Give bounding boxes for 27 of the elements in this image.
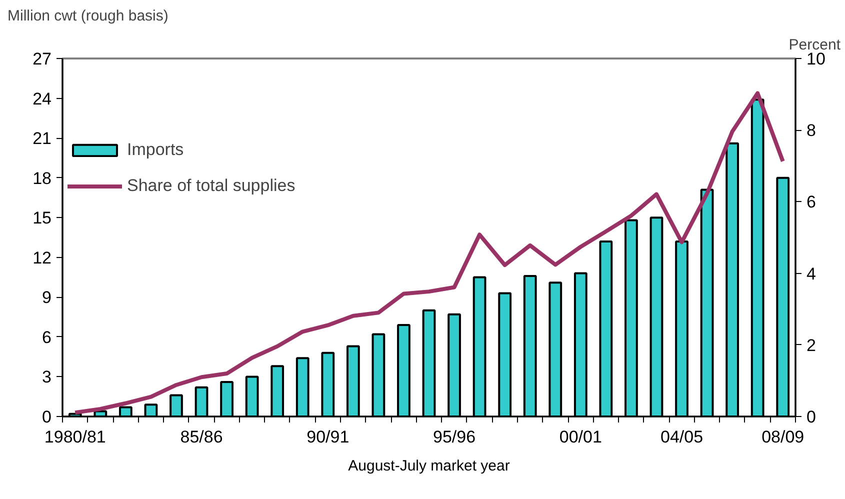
y-tick-label: 24 bbox=[32, 89, 52, 108]
y-tick-label: 21 bbox=[32, 129, 52, 148]
y-tick-label: 15 bbox=[32, 208, 52, 228]
legend-label: Imports bbox=[127, 140, 184, 160]
x-tick-label: 1980/81 bbox=[44, 428, 106, 446]
y-tick-label: 27 bbox=[32, 50, 52, 68]
y2-tick-label: 8 bbox=[806, 121, 816, 140]
y2-tick-label: 2 bbox=[806, 336, 816, 355]
x-axis-title: August-July market year bbox=[348, 458, 510, 474]
y-tick-label: 0 bbox=[42, 408, 52, 426]
y2-tick-label: 6 bbox=[806, 192, 816, 212]
y2-tick-label: 0 bbox=[806, 408, 816, 426]
y-tick-label: 3 bbox=[42, 368, 52, 387]
x-tick-label: 90/91 bbox=[306, 428, 350, 446]
x-tick-label: 08/09 bbox=[762, 428, 804, 446]
x-tick-label: 04/05 bbox=[660, 428, 704, 446]
y-tick-label: 6 bbox=[42, 328, 52, 347]
y-tick-label: 12 bbox=[32, 248, 52, 268]
y-tick-label: 9 bbox=[42, 288, 52, 308]
y2-tick-label: 4 bbox=[806, 264, 816, 284]
x-tick-label: 00/01 bbox=[559, 428, 602, 446]
y-axis-title: Million cwt (rough basis) bbox=[8, 8, 168, 24]
x-tick-label: 95/96 bbox=[433, 428, 476, 446]
legend-label: Share of total supplies bbox=[127, 176, 296, 196]
line-series bbox=[73, 91, 785, 415]
y-tick-label: 18 bbox=[32, 168, 52, 188]
x-tick-label: 85/86 bbox=[180, 428, 223, 446]
